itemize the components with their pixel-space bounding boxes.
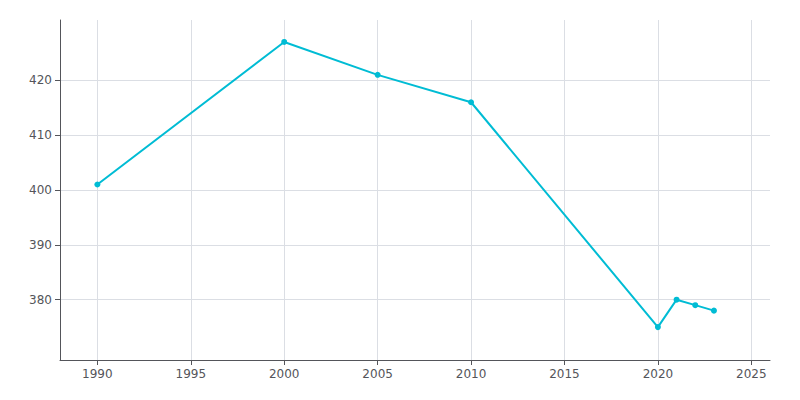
svg-text:2025: 2025 (736, 367, 767, 381)
svg-text:1990: 1990 (82, 367, 113, 381)
svg-text:2020: 2020 (643, 367, 674, 381)
svg-text:400: 400 (29, 183, 52, 197)
svg-text:1995: 1995 (176, 367, 207, 381)
svg-text:2010: 2010 (456, 367, 487, 381)
svg-text:380: 380 (29, 293, 52, 307)
svg-text:390: 390 (29, 238, 52, 252)
svg-text:2005: 2005 (362, 367, 393, 381)
svg-text:2000: 2000 (269, 367, 300, 381)
svg-text:2015: 2015 (549, 367, 580, 381)
svg-text:420: 420 (29, 73, 52, 87)
svg-text:410: 410 (29, 128, 52, 142)
